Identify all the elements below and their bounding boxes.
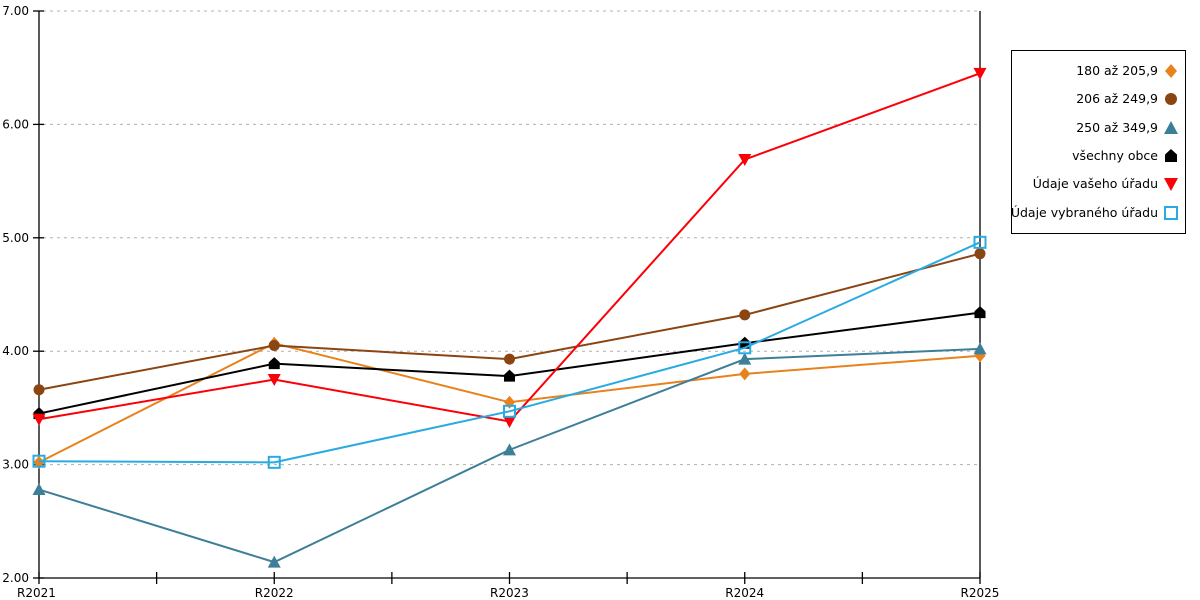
y-tick-label: 2.00: [2, 571, 29, 585]
legend-label: 206 až 249,9: [1076, 91, 1158, 107]
diamond-glyph: [1165, 64, 1177, 79]
data-point-square-open: [32, 454, 46, 468]
data-point-triangle-down: [738, 154, 752, 167]
legend-marker-square-open-icon: [1163, 205, 1179, 221]
data-point-pentagon: [974, 306, 986, 319]
series-206-a-249-9: [33, 248, 986, 396]
x-tick-label: R2022: [255, 586, 294, 600]
data-point-pentagon: [504, 369, 515, 382]
data-point-circle: [974, 248, 986, 260]
data-point-triangle-up: [973, 342, 987, 355]
series--daje-va-eho-adu: [32, 67, 987, 429]
legend-marker-circle-icon: [1163, 91, 1179, 107]
x-tick-label: R2024: [725, 586, 764, 600]
data-point-triangle-up: [32, 483, 46, 496]
data-point-triangle-down: [32, 413, 46, 426]
data-point-circle: [1165, 93, 1177, 106]
series-line: [38, 72, 981, 423]
legend-marker-diamond-icon: [1163, 63, 1179, 79]
legend-label: 180 až 205,9: [1076, 62, 1158, 78]
legend-entry: Údaje vybraného úřadu: [1011, 200, 1179, 226]
data-point-triangle-up: [267, 555, 281, 568]
triangle-down-glyph: [1164, 178, 1178, 192]
series-line: [38, 241, 981, 464]
data-point-diamond: [33, 455, 45, 469]
legend-entry: 250 až 349,9: [1016, 115, 1179, 141]
data-point-triangle-down: [267, 374, 281, 387]
square-open-glyph: [1164, 205, 1178, 220]
data-point-diamond: [1165, 64, 1177, 79]
y-tick-label: 4.00: [2, 344, 29, 358]
x-tick-label: R2021: [17, 586, 56, 600]
data-point-triangle-down: [503, 416, 516, 429]
legend-marker-triangle-up-icon: [1163, 120, 1179, 136]
data-point-circle: [504, 353, 515, 365]
data-point-square-open: [973, 235, 987, 249]
y-tick-label: 6.00: [2, 117, 29, 131]
y-tick-label: 5.00: [2, 231, 29, 245]
series--daje-vybran-ho-adu: [32, 235, 987, 469]
data-point-triangle-up: [503, 443, 516, 456]
data-point-pentagon: [1165, 149, 1177, 163]
y-tick-label: 3.00: [2, 458, 29, 472]
legend-label: 250 až 349,9: [1076, 119, 1158, 135]
x-tick-label: R2023: [490, 586, 529, 600]
data-point-circle: [268, 340, 280, 352]
circle-glyph: [1165, 93, 1177, 106]
data-point-square-open: [267, 455, 281, 469]
y-tick-label: 7.00: [2, 4, 29, 18]
triangle-up-glyph: [1164, 120, 1178, 134]
series-250-a-349-9: [32, 342, 987, 568]
data-point-square-open: [1164, 205, 1178, 220]
data-point-square-open: [738, 341, 752, 355]
legend-marker-triangle-down-icon: [1163, 176, 1179, 192]
series-line: [38, 252, 981, 391]
data-point-circle: [33, 384, 45, 396]
legend-entry: 180 až 205,9: [1016, 58, 1179, 84]
legend: 180 až 205,9 206 až 249,9 250 až 349,9 v…: [1011, 50, 1186, 234]
x-tick-label: R2025: [961, 586, 1000, 600]
legend-label: všechny obce: [1072, 147, 1158, 163]
data-point-diamond: [739, 367, 751, 381]
data-point-triangle-up: [738, 352, 752, 365]
legend-entry: Údaje vašeho úřadu: [1016, 171, 1179, 197]
data-point-square-open: [503, 404, 516, 418]
legend-marker-pentagon-icon: [1163, 148, 1179, 164]
data-point-triangle-up: [1164, 120, 1178, 134]
data-point-circle: [739, 309, 751, 321]
legend-label: Údaje vybraného úřadu: [1010, 204, 1158, 220]
legend-label: Údaje vašeho úřadu: [1032, 176, 1158, 192]
data-point-pentagon: [268, 357, 280, 370]
data-point-triangle-down: [973, 67, 987, 80]
data-point-triangle-down: [1164, 178, 1178, 192]
pentagon-glyph: [1165, 149, 1177, 163]
legend-entry: 206 až 249,9: [1016, 86, 1179, 112]
legend-entry: všechny obce: [1016, 143, 1179, 169]
